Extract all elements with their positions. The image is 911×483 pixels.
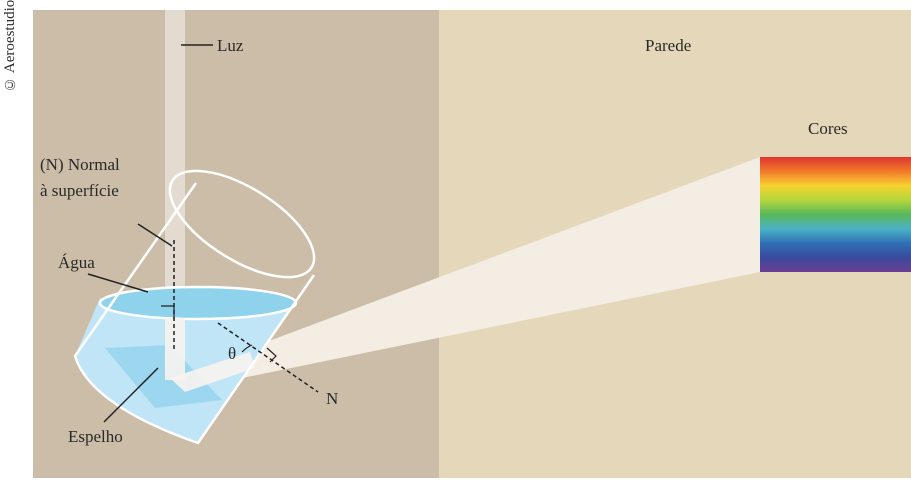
mirror-plate (105, 345, 222, 408)
normal-label-line2: à superfície (40, 181, 119, 200)
colors-label: Cores (808, 119, 848, 138)
lab-background (33, 10, 439, 478)
mirror-label: Espelho (68, 427, 123, 446)
theta-label: θ (228, 344, 236, 363)
theta-arc (241, 344, 253, 353)
glass-rim (168, 169, 316, 279)
normal-leader (137, 223, 173, 247)
wall-label: Parede (645, 36, 691, 55)
water-surface (98, 285, 298, 321)
normal-label-line1: (N) Normal (40, 155, 120, 174)
light-label: Luz (217, 36, 244, 55)
water-leader (87, 273, 149, 293)
n-label: N (326, 389, 338, 408)
copyright-notice: © Aeroestudio (2, 0, 18, 93)
water-label: Água (58, 253, 95, 272)
mirror-leader (103, 367, 159, 423)
right-angle-mark-n (266, 347, 277, 363)
glass-outline (73, 182, 316, 445)
dispersed-light-beam (173, 157, 760, 385)
normal-line-n (217, 322, 319, 393)
right-angle-mark-surface (161, 305, 175, 320)
color-spectrum (760, 157, 911, 272)
reflected-beam-in-water (170, 352, 255, 392)
beam-in-water (165, 318, 185, 380)
